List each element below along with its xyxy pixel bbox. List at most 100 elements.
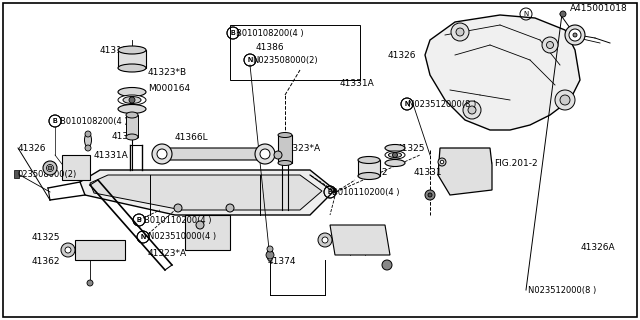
Bar (230, 25, 360, 80)
Circle shape (267, 246, 273, 252)
Ellipse shape (118, 105, 146, 114)
Text: B: B (328, 189, 332, 195)
Text: B010110200(4 ): B010110200(4 ) (144, 215, 211, 225)
Ellipse shape (438, 158, 446, 166)
Circle shape (456, 28, 464, 36)
Circle shape (468, 106, 476, 114)
Text: B: B (52, 118, 58, 124)
Circle shape (318, 233, 332, 247)
Circle shape (61, 243, 75, 257)
Ellipse shape (174, 204, 182, 212)
Circle shape (451, 23, 469, 41)
Text: B: B (52, 118, 58, 124)
Ellipse shape (440, 160, 444, 164)
Text: 41326: 41326 (388, 51, 417, 60)
Text: 41310: 41310 (100, 45, 129, 54)
Text: B: B (230, 30, 236, 36)
Text: N023512000(8 ): N023512000(8 ) (528, 285, 596, 294)
Ellipse shape (267, 249, 273, 261)
Ellipse shape (278, 132, 292, 138)
Ellipse shape (385, 145, 405, 151)
Circle shape (573, 33, 577, 37)
Text: N: N (404, 101, 410, 107)
Circle shape (463, 101, 481, 119)
Circle shape (392, 153, 397, 157)
Text: B: B (328, 189, 332, 195)
Bar (126, 115, 138, 137)
Polygon shape (75, 240, 125, 260)
Ellipse shape (388, 153, 401, 157)
Bar (358, 160, 380, 176)
Text: 41331: 41331 (414, 167, 443, 177)
Text: 41366L: 41366L (175, 132, 209, 141)
Circle shape (425, 190, 435, 200)
Text: 41331A: 41331A (340, 78, 375, 87)
Circle shape (560, 95, 570, 105)
Ellipse shape (126, 134, 138, 140)
Bar (278, 135, 292, 163)
Text: B010110200(4 ): B010110200(4 ) (332, 188, 399, 196)
Text: A415001018: A415001018 (570, 4, 628, 12)
Text: 023508000(2): 023508000(2) (18, 170, 77, 179)
Text: 41323*A: 41323*A (282, 143, 321, 153)
Circle shape (569, 29, 581, 41)
Ellipse shape (274, 151, 282, 159)
Ellipse shape (43, 161, 57, 175)
Ellipse shape (126, 112, 138, 118)
Circle shape (87, 280, 93, 286)
Circle shape (547, 42, 554, 49)
Text: N023508000(2): N023508000(2) (252, 55, 317, 65)
Polygon shape (62, 155, 90, 180)
Text: N: N (524, 11, 529, 17)
Ellipse shape (278, 161, 292, 165)
Circle shape (565, 25, 585, 45)
Ellipse shape (118, 87, 146, 97)
Circle shape (85, 131, 91, 137)
Circle shape (555, 90, 575, 110)
Text: 41374: 41374 (268, 258, 296, 267)
Text: N023512000(8 ): N023512000(8 ) (408, 100, 476, 108)
Polygon shape (438, 148, 492, 195)
Text: N: N (140, 234, 146, 240)
Circle shape (260, 149, 270, 159)
Ellipse shape (358, 172, 380, 180)
Ellipse shape (118, 95, 146, 105)
Text: 41362: 41362 (31, 258, 60, 267)
Text: B: B (136, 217, 141, 223)
Bar (14, 170, 19, 178)
Ellipse shape (358, 156, 380, 164)
Ellipse shape (118, 46, 146, 54)
Ellipse shape (84, 133, 92, 147)
Bar (118, 50, 146, 68)
Polygon shape (162, 148, 265, 160)
Circle shape (428, 193, 432, 197)
Polygon shape (330, 225, 390, 255)
Text: 41326: 41326 (18, 143, 47, 153)
Circle shape (152, 144, 172, 164)
Text: B010108200(4 ): B010108200(4 ) (60, 116, 127, 125)
Bar (185, 215, 230, 250)
Text: N: N (248, 57, 253, 63)
Ellipse shape (385, 151, 405, 159)
Text: 41331A: 41331A (94, 150, 129, 159)
Circle shape (255, 144, 275, 164)
Polygon shape (425, 15, 580, 130)
Text: M000164: M000164 (148, 84, 190, 92)
Text: 41325: 41325 (31, 233, 60, 242)
Text: 41323*B: 41323*B (148, 68, 187, 76)
Circle shape (266, 251, 274, 259)
Text: N: N (248, 57, 253, 63)
Text: B: B (230, 30, 236, 36)
Ellipse shape (47, 164, 54, 172)
Polygon shape (80, 170, 335, 215)
Text: N: N (404, 101, 410, 107)
Ellipse shape (118, 64, 146, 72)
Circle shape (542, 37, 558, 53)
Circle shape (85, 145, 91, 151)
Ellipse shape (385, 159, 405, 166)
Ellipse shape (226, 204, 234, 212)
Text: 41326A: 41326A (581, 244, 616, 252)
Circle shape (157, 149, 167, 159)
Polygon shape (90, 175, 322, 210)
Circle shape (48, 166, 52, 170)
